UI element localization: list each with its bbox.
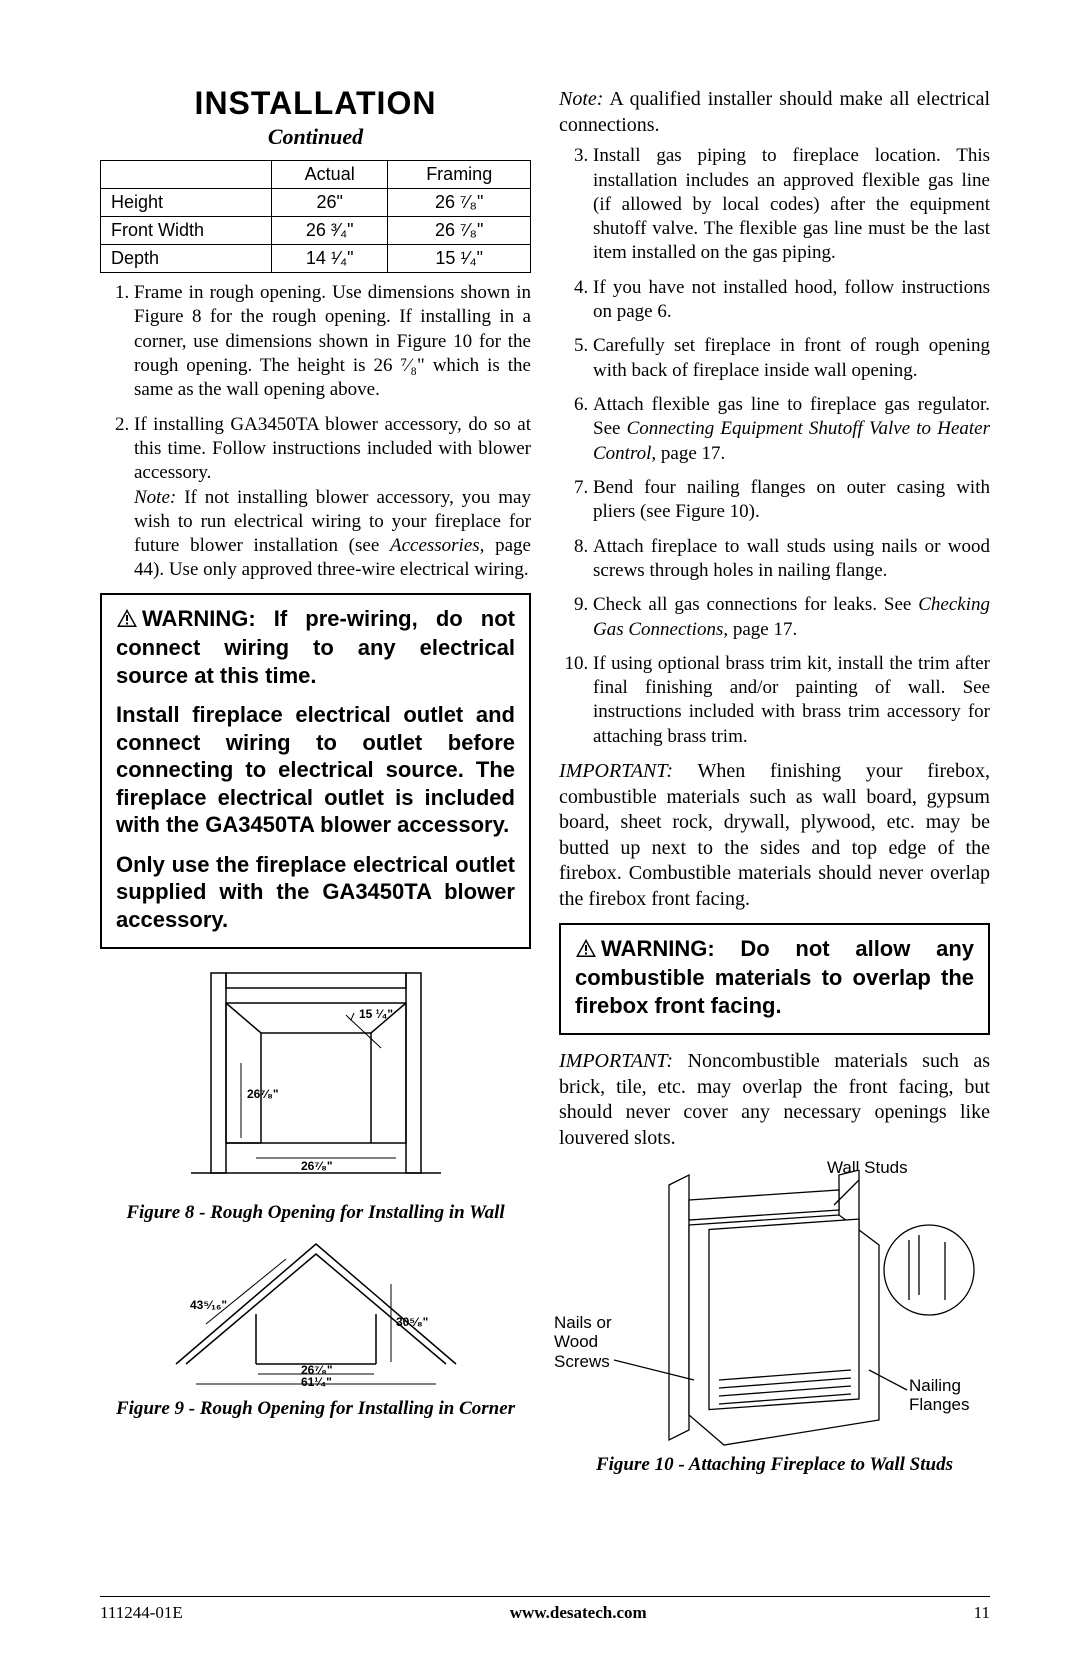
step-9b: , page 17.	[723, 619, 797, 640]
figure-9-caption: Figure 9 - Rough Opening for Installing …	[100, 1398, 531, 1420]
step-2-ref: Accessories,	[390, 535, 484, 556]
step-6: Attach flexible gas line to fireplace ga…	[593, 393, 990, 466]
step-6-ref: Connecting Equipment Shutoff Valve to He…	[593, 418, 990, 463]
fig8-d3: 26⁷⁄₈"	[301, 1159, 333, 1173]
row-width-label: Front Width	[101, 217, 272, 245]
warn1-p3: Only use the fireplace electrical outlet…	[116, 851, 515, 934]
warning-icon-2	[575, 937, 597, 965]
figure-10: Wall Studs Nails or Wood Screws Nailing …	[559, 1158, 990, 1478]
fig8-d1: 15 ¹⁄₄"	[359, 1007, 393, 1021]
th-blank	[101, 161, 272, 189]
figure-8: 15 ¹⁄₄" 26⁷⁄₈" 26⁷⁄₈" Figure 8 - Rough O…	[100, 963, 531, 1224]
dimensions-table: Actual Framing Height 26" 26 ⁷⁄₈" Front …	[100, 160, 531, 273]
fig9-d4: 61¹⁄₄"	[301, 1375, 332, 1389]
step-6b: page 17.	[656, 443, 725, 464]
row-height-label: Height	[101, 189, 272, 217]
important-1: When finishing your firebox, combustible…	[559, 760, 990, 910]
row-depth-actual: 14 ¹⁄₄"	[272, 245, 388, 273]
warn2-text: WARNING: Do not allow any combustible ma…	[575, 936, 974, 1018]
important-2-lead: IMPORTANT:	[559, 1050, 673, 1072]
step-7: Bend four nailing flanges on outer casin…	[593, 476, 990, 525]
figure-8-caption: Figure 8 - Rough Opening for Installing …	[100, 1202, 531, 1224]
step-5: Carefully set fireplace in front of roug…	[593, 334, 990, 383]
warning-icon	[116, 607, 138, 635]
step-2-note-word: Note:	[134, 487, 176, 508]
row-width-actual: 26 ³⁄₄"	[272, 217, 388, 245]
step-9a: Check all gas connections for leaks. See	[593, 594, 918, 615]
row-height-framing: 26 ⁷⁄₈"	[388, 189, 531, 217]
fig8-d2: 26⁷⁄₈"	[247, 1087, 279, 1101]
important-1-lead: IMPORTANT:	[559, 760, 673, 782]
warning-box-2: WARNING: Do not allow any combustible ma…	[559, 923, 990, 1036]
footer-page-num: 11	[974, 1603, 990, 1623]
th-framing: Framing	[388, 161, 531, 189]
figure-10-caption: Figure 10 - Attaching Fireplace to Wall …	[559, 1454, 990, 1476]
left-steps: Frame in rough opening. Use dimensions s…	[100, 281, 531, 583]
figure-9: 43⁵⁄₁₆" 30⁵⁄₈" 26⁷⁄₈" 61¹⁄₄" Figure 9 - …	[100, 1234, 531, 1420]
th-actual: Actual	[272, 161, 388, 189]
step-9: Check all gas connections for leaks. See…	[593, 593, 990, 642]
step-10: If using optional brass trim kit, instal…	[593, 652, 990, 749]
step-8: Attach fireplace to wall studs using nai…	[593, 535, 990, 584]
row-depth-framing: 15 ¹⁄₄"	[388, 245, 531, 273]
right-steps: Install gas piping to fireplace location…	[559, 144, 990, 749]
page-subtitle: Continued	[100, 124, 531, 150]
warn1-p2: Install fireplace electrical outlet and …	[116, 701, 515, 839]
right-note-lead: Note:	[559, 88, 603, 110]
step-1: Frame in rough opening. Use dimensions s…	[134, 281, 531, 403]
fig9-d1: 43⁵⁄₁₆"	[190, 1298, 227, 1312]
warning-box-1: WARNING: If pre-wiring, do not connect w…	[100, 593, 531, 950]
warn1-p1: WARNING: If pre-wiring, do not connect w…	[116, 606, 515, 688]
page-title: INSTALLATION	[100, 85, 531, 122]
step-3: Install gas piping to fireplace location…	[593, 144, 990, 266]
footer-url: www.desatech.com	[510, 1603, 647, 1623]
row-height-actual: 26"	[272, 189, 388, 217]
step-2: If installing GA3450TA blower accessory,…	[134, 413, 531, 583]
fig9-d2: 30⁵⁄₈"	[396, 1315, 428, 1329]
step-2a: If installing GA3450TA blower accessory,…	[134, 414, 531, 484]
row-width-framing: 26 ⁷⁄₈"	[388, 217, 531, 245]
right-note: A qualified installer should make all el…	[559, 88, 990, 136]
step-4: If you have not installed hood, follow i…	[593, 276, 990, 325]
footer: 111244-01E www.desatech.com 11	[100, 1596, 990, 1623]
row-depth-label: Depth	[101, 245, 272, 273]
footer-doc-id: 111244-01E	[100, 1603, 183, 1623]
